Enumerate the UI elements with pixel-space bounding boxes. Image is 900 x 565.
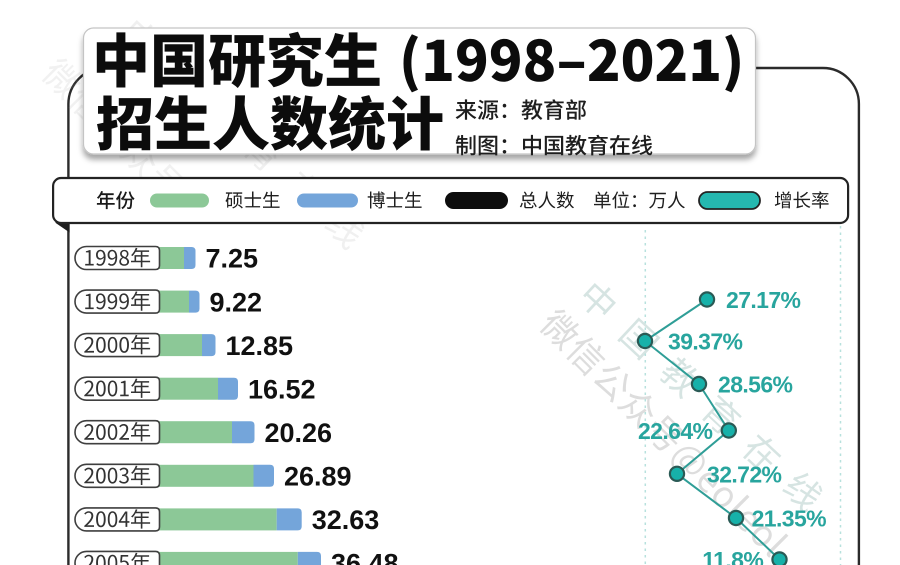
svg-text:7.25: 7.25 xyxy=(206,244,259,274)
svg-text:16.52: 16.52 xyxy=(248,374,316,404)
svg-text:21.35%: 21.35% xyxy=(752,506,827,532)
svg-text:28.56%: 28.56% xyxy=(718,372,793,398)
svg-text:11.8%: 11.8% xyxy=(702,547,763,565)
svg-text:36.48: 36.48 xyxy=(331,549,399,565)
svg-text:12.85: 12.85 xyxy=(226,331,294,361)
svg-text:32.72%: 32.72% xyxy=(707,461,782,487)
svg-text:27.17%: 27.17% xyxy=(726,287,801,313)
svg-text:32.63: 32.63 xyxy=(312,505,380,535)
svg-text:26.89: 26.89 xyxy=(284,462,352,492)
svg-text:22.64%: 22.64% xyxy=(638,418,713,444)
svg-text:39.37%: 39.37% xyxy=(668,329,743,355)
svg-text:20.26: 20.26 xyxy=(265,418,333,448)
svg-text:9.22: 9.22 xyxy=(210,287,263,317)
